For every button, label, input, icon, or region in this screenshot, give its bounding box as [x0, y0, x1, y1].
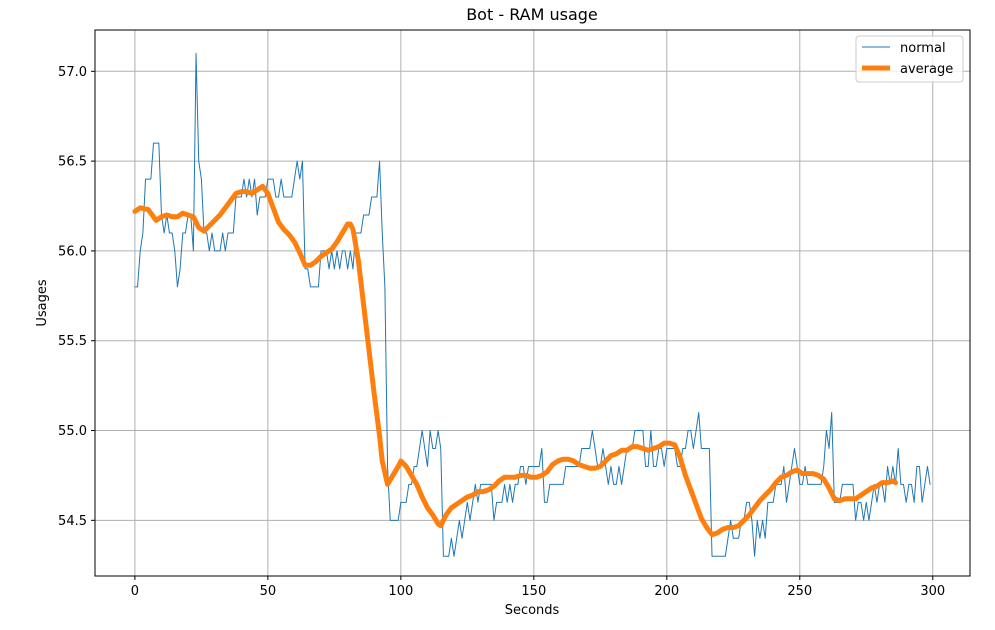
- plot-frame: [94, 29, 971, 577]
- y-tick-label: 56.5: [58, 155, 87, 170]
- x-tick-label: 300: [920, 584, 945, 599]
- y-tick-label: 57.0: [58, 65, 87, 80]
- chart-title: Bot - RAM usage: [466, 5, 598, 24]
- legend-label-normal: normal: [900, 41, 946, 56]
- y-tick-label: 55.0: [58, 424, 87, 439]
- y-tick-label: 55.5: [58, 334, 87, 349]
- y-tick-label: 56.0: [58, 244, 87, 259]
- legend: normal average: [855, 35, 964, 83]
- series-layer: [132, 52, 931, 557]
- x-axis-ticks: 0 50 100 150 200 250 300: [131, 576, 945, 599]
- series-line-average: [132, 183, 899, 538]
- x-tick-label: 50: [260, 584, 277, 599]
- plot-background: [95, 30, 970, 576]
- x-axis-label: Seconds: [505, 603, 560, 618]
- x-tick-label: 100: [388, 584, 413, 599]
- legend-label-average: average: [900, 62, 953, 77]
- y-tick-label: 54.5: [58, 514, 87, 529]
- y-axis-ticks: 54.5 55.0 55.5 56.0 56.5 57.0: [58, 65, 95, 529]
- grid-lines: [95, 30, 970, 576]
- x-tick-label: 250: [787, 584, 812, 599]
- x-tick-label: 200: [654, 584, 679, 599]
- x-tick-label: 0: [131, 584, 139, 599]
- x-tick-label: 150: [521, 584, 546, 599]
- y-axis-label: Usages: [35, 279, 50, 327]
